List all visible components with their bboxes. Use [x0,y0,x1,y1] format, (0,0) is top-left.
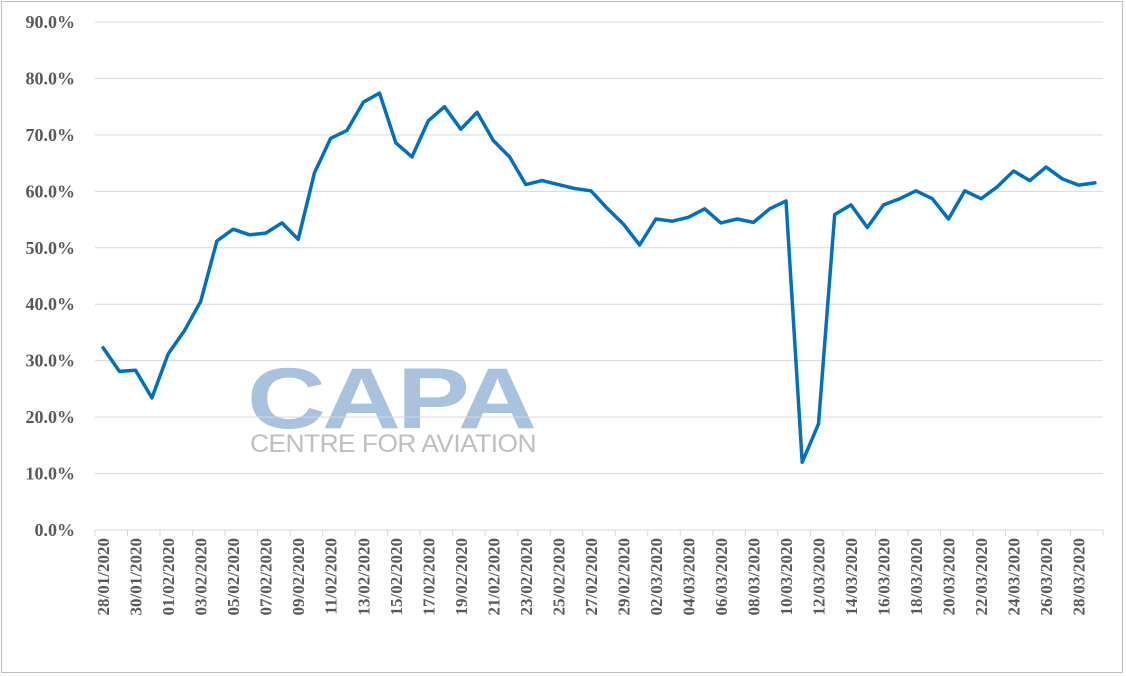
x-tick-label: 28/01/2020 [94,538,113,615]
x-tick-label: 27/02/2020 [582,538,601,615]
x-tick-label: 14/03/2020 [842,538,861,615]
x-tick-label: 26/03/2020 [1037,538,1056,615]
x-tick-label: 10/03/2020 [777,538,796,615]
y-tick-label: 90.0% [26,12,76,32]
x-tick-label: 20/03/2020 [940,538,959,615]
x-tick-label: 24/03/2020 [1005,538,1024,615]
capa-watermark: CAPA CENTRE FOR AVIATION [247,351,537,458]
y-axis-ticks: 0.0% 10.0% 20.0% 30.0% 40.0% 50.0% 60.0% 70.0% 8… [26,12,76,540]
x-tick-label: 13/02/2020 [354,538,373,615]
y-tick-label: 60.0% [26,181,76,201]
gridlines [95,21,1103,475]
x-tick-label: 01/02/2020 [159,538,178,615]
watermark-brand: CAPA [247,351,534,447]
y-tick-label: 50.0% [26,238,76,258]
y-tick-label: 80.0% [26,68,76,88]
x-tick-label: 06/03/2020 [712,538,731,615]
x-tick-label: 12/03/2020 [810,538,829,615]
x-tick-label: 21/02/2020 [484,538,503,615]
x-axis: 28/01/2020 30/01/2020 01/02/2020 03/02/2020… [94,529,1104,615]
x-tick-label: 11/02/2020 [322,538,341,615]
y-tick-label: 70.0% [26,125,76,145]
y-tick-label: 40.0% [26,294,76,314]
x-tick-label: 03/02/2020 [192,538,211,615]
watermark-tagline: CENTRE FOR AVIATION [250,430,536,458]
x-tick-label: 07/02/2020 [257,538,276,615]
x-tick-label: 29/02/2020 [614,538,633,615]
x-tick-label: 09/02/2020 [289,538,308,615]
x-tick-label: 08/03/2020 [745,538,764,615]
series-line [101,91,1097,465]
x-tick-label: 23/02/2020 [517,538,536,615]
x-tick-label: 18/03/2020 [907,538,926,615]
y-tick-label: 20.0% [26,407,76,427]
x-tick-label: 25/02/2020 [549,538,568,615]
x-tick-label: 15/02/2020 [387,538,406,615]
series-lines [101,91,1097,465]
x-tick-label: 04/03/2020 [679,538,698,615]
y-tick-label: 30.0% [26,351,76,371]
y-tick-label: 0.0% [35,520,76,540]
x-tick-label: 22/03/2020 [972,538,991,615]
y-tick-label: 10.0% [26,464,76,484]
x-tick-label: 05/02/2020 [224,538,243,615]
x-tick-label: 17/02/2020 [419,538,438,615]
x-tick-label: 16/03/2020 [875,538,894,615]
x-tick-label: 30/01/2020 [127,538,146,615]
x-tick-label: 19/02/2020 [452,538,471,615]
x-tick-label: 02/03/2020 [647,538,666,615]
x-tick-label: 28/03/2020 [1070,538,1089,615]
